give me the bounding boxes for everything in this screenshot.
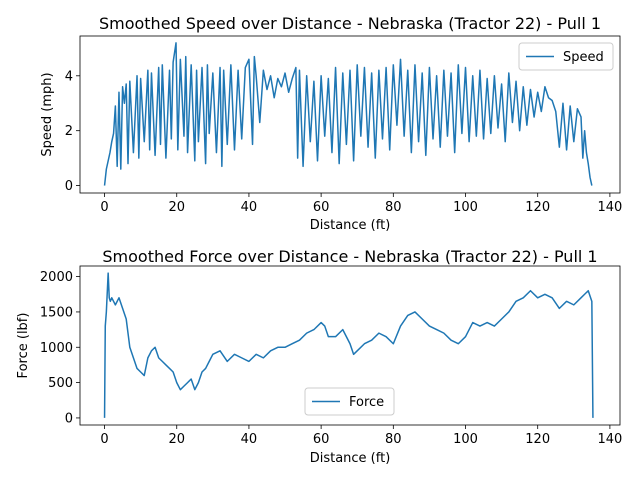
speed-chart: Smoothed Speed over Distance - Nebraska … — [40, 14, 622, 233]
force-y-axis-label: Force (lbf) — [16, 313, 31, 379]
speed-x-tick-label: 80 — [385, 200, 402, 215]
speed-x-tick-label: 40 — [241, 200, 258, 215]
force-series-line — [103, 272, 594, 418]
force-y-tick-label: 0 — [65, 411, 73, 426]
force-x-tick-label: 40 — [241, 432, 258, 447]
force-x-tick-label: 80 — [385, 432, 402, 447]
force-x-tick-label: 0 — [100, 432, 108, 447]
speed-x-tick-label: 0 — [100, 200, 108, 215]
force-y-tick-label: 1500 — [40, 305, 73, 320]
speed-x-tick-label: 60 — [313, 200, 330, 215]
speed-x-tick-label: 100 — [453, 200, 478, 215]
speed-legend-label: Speed — [563, 50, 604, 65]
speed-series-line — [103, 42, 593, 186]
force-legend-label: Force — [349, 395, 384, 410]
force-y-tick-label: 2000 — [40, 270, 73, 285]
force-x-tick-label: 20 — [168, 432, 185, 447]
force-plot-frame — [79, 265, 621, 426]
speed-x-tick-label: 120 — [525, 200, 550, 215]
force-x-axis-label: Distance (ft) — [310, 451, 391, 466]
speed-legend-box — [518, 42, 614, 71]
force-legend: Force — [304, 387, 395, 416]
speed-y-tick-label: 0 — [65, 179, 73, 194]
force-chart: Smoothed Force over Distance - Nebraska … — [16, 247, 622, 466]
speed-plot-frame — [79, 35, 621, 194]
force-y-tick-label: 1000 — [40, 341, 73, 356]
force-y-tick-label: 500 — [48, 376, 73, 391]
speed-x-axis-label: Distance (ft) — [310, 218, 391, 233]
force-x-tick-label: 140 — [597, 432, 622, 447]
speed-y-axis-label: Speed (mph) — [40, 72, 55, 156]
speed-y-tick-label: 2 — [65, 124, 73, 139]
speed-legend: Speed — [518, 42, 614, 71]
force-x-tick-label: 120 — [525, 432, 550, 447]
force-chart-title: Smoothed Force over Distance - Nebraska … — [102, 247, 597, 266]
speed-x-tick-label: 20 — [168, 200, 185, 215]
force-legend-box — [304, 387, 395, 416]
force-x-tick-label: 100 — [453, 432, 478, 447]
force-x-tick-label: 60 — [313, 432, 330, 447]
speed-x-tick-label: 140 — [597, 200, 622, 215]
speed-chart-title: Smoothed Speed over Distance - Nebraska … — [99, 14, 601, 33]
speed-y-tick-label: 4 — [65, 69, 73, 84]
